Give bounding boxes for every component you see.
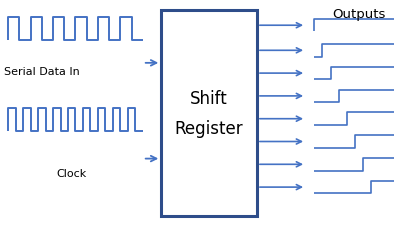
Polygon shape xyxy=(161,11,257,216)
Text: Clock: Clock xyxy=(56,169,86,179)
Text: Outputs: Outputs xyxy=(333,8,386,21)
Text: Serial Data In: Serial Data In xyxy=(4,67,80,76)
Text: Shift
Register: Shift Register xyxy=(175,89,244,138)
